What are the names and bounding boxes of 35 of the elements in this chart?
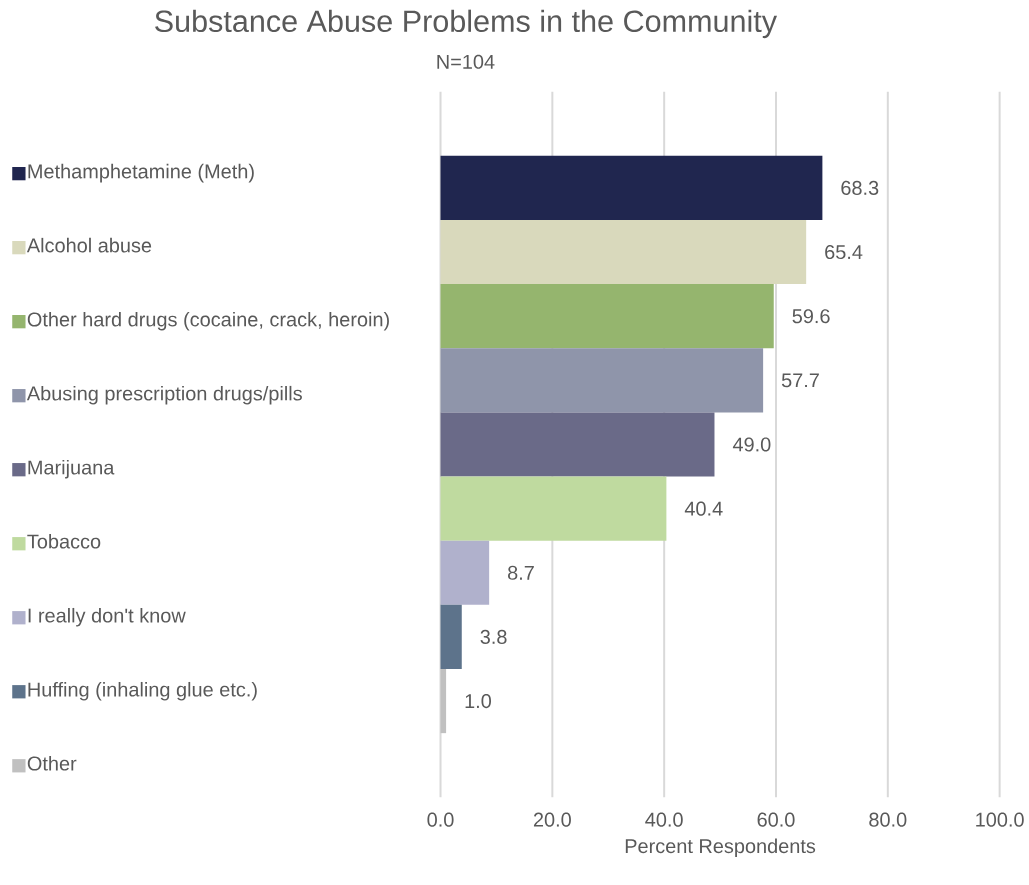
data-label: 65.4 [825,244,863,260]
legend-label: Other hard drugs (cocaine, crack, heroin) [27,311,389,331]
chart-subtitle: N=104 [437,54,495,69]
bar [440,219,807,285]
data-label: 49.0 [732,437,771,452]
chart-title: Substance Abuse Problems in the Community [155,9,778,39]
bar [440,412,715,477]
data-label: 68.3 [841,180,879,195]
x-tick-label: 60.0 [757,812,795,827]
legend-label: Methamphetamine (Meth) [28,163,254,183]
x-tick-label: 100.0 [976,812,1024,827]
bar [440,476,667,541]
data-label: 1.0 [465,694,492,709]
legend-label: Abusing prescription drugs/pills [26,385,302,405]
data-label: 59.6 [792,309,830,324]
bar [440,155,823,220]
legend-label: Tobacco [27,533,101,549]
legend-label: Alcohol abuse [26,237,152,253]
x-tick-label: 80.0 [869,812,907,827]
x-tick-label: 0.0 [427,812,454,827]
x-tick-label: 20.0 [533,812,571,827]
data-label: 57.7 [781,373,819,388]
legend-label: I really don't know [28,607,186,627]
data-label: 8.7 [508,565,534,580]
x-tick-label: 40.0 [645,812,683,827]
bar [440,284,774,349]
legend-label: Marijuana [28,459,115,479]
bar [440,348,764,413]
data-label: 40.4 [684,501,723,516]
x-axis-title: Percent Respondents [625,838,816,858]
bar [440,540,490,605]
legend-label: Huffing (inhaling glue etc.) [28,681,257,701]
legend-label: Other [27,755,77,771]
bar [440,604,462,669]
data-label: 3.8 [480,629,507,644]
